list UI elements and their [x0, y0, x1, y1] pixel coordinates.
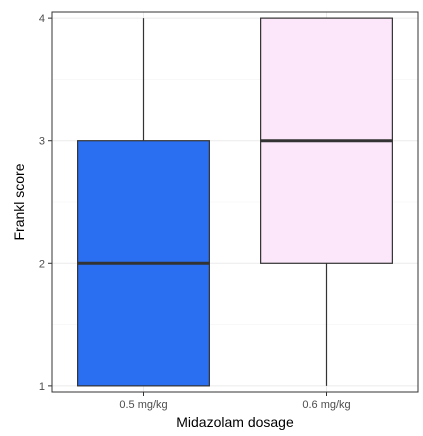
x-tick-label: 0.6 mg/kg: [302, 399, 350, 411]
panel-border: [51, 11, 419, 393]
y-axis-title: Frankl score: [11, 163, 27, 240]
x-tick-label: 0.5 mg/kg: [119, 399, 167, 411]
y-tick-label: 2: [39, 258, 45, 270]
y-tick-label: 4: [39, 13, 45, 25]
y-tick-label: 3: [39, 136, 45, 148]
y-tick-label: 1: [39, 381, 45, 393]
box-group: [77, 18, 210, 387]
box-group: [260, 17, 393, 386]
plot-marks: [77, 17, 393, 387]
axes: 1 2 3 4 0.5 mg/kg 0.6 mg/kg: [39, 13, 351, 411]
x-axis-title: Midazolam dosage: [176, 414, 294, 430]
